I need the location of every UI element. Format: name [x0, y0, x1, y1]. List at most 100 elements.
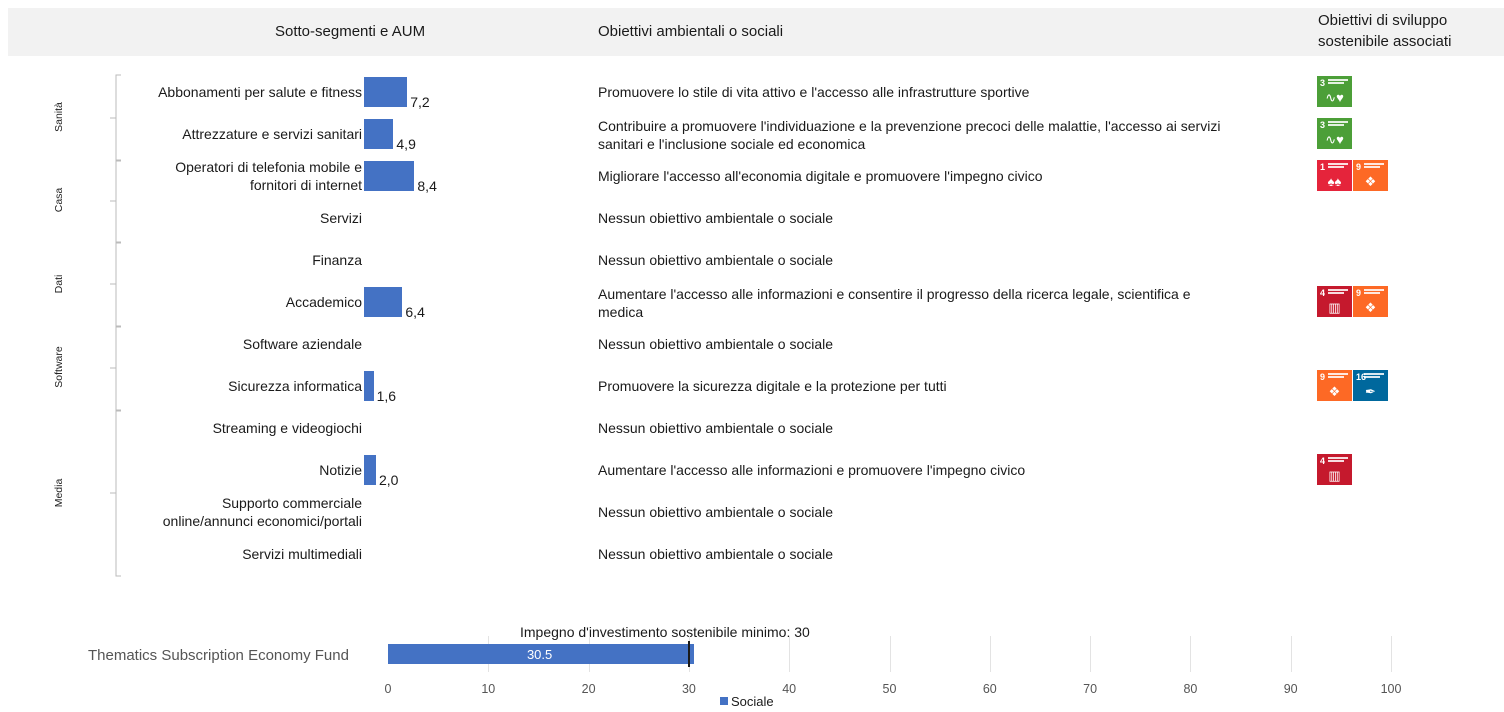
aum-value: 2,0: [379, 472, 399, 488]
segment-label-line1: Notizie: [319, 462, 362, 478]
gridline: [1190, 636, 1192, 672]
header-sdg-line1: Obiettivi di sviluppo: [1318, 12, 1448, 29]
segment-label-line1: Servizi: [319, 210, 362, 226]
threshold-line: [687, 641, 690, 667]
segment-label-line1: Supporto commerciale: [221, 495, 362, 511]
sdg-3-heartbeat-icon: 3 ∿♥: [1317, 118, 1352, 149]
sdg-icons: 4 ▥: [1317, 454, 1352, 485]
group-label-casa: Casa: [53, 187, 65, 213]
segment-label-line1: Software aziendale: [242, 336, 362, 352]
segment-label-line1: Servizi multimediali: [242, 546, 362, 562]
sdg-4-book-icon: 4 ▥: [1317, 454, 1352, 485]
dove-icon: ✒: [1365, 384, 1376, 399]
fund-name: Thematics Subscription Economy Fund: [88, 647, 349, 664]
bracket-sanita: [115, 74, 121, 161]
segment-label: Servizi: [320, 209, 362, 227]
segment-label-line1: Finanza: [312, 252, 362, 268]
segment-label: Software aziendale: [243, 335, 362, 353]
gridline: [1090, 636, 1092, 672]
segment-label: Finanza: [312, 251, 362, 269]
objective-text: Promuovere lo stile di vita attivo e l'a…: [598, 83, 1298, 101]
x-tick-label: 40: [782, 682, 797, 696]
sdg-number: 16: [1356, 372, 1367, 382]
segment-label-line1: Operatori di telefonia mobile e: [175, 159, 362, 175]
aum-value: 8,4: [417, 178, 437, 194]
objective-line1: Nessun obiettivo ambientale o sociale: [598, 504, 834, 520]
objective-text: Aumentare l'accesso alle informazioni e …: [598, 461, 1298, 479]
x-tick-label: 30: [681, 682, 696, 696]
sdg-icons: 1 ♠♠ 9 ❖: [1317, 160, 1388, 191]
x-tick-label: 50: [882, 682, 897, 696]
heartbeat-icon: ∿♥: [1325, 132, 1344, 147]
segment-label: Accademico: [286, 293, 362, 311]
sdg-4-book-icon: 4 ▥: [1317, 286, 1352, 317]
sdg-icons: 3 ∿♥: [1317, 76, 1352, 107]
group-label-sanita: Sanità: [53, 102, 65, 132]
segment-label: Streaming e videogiochi: [213, 419, 362, 437]
objective-line2: sanitari e l'inclusione sociale ed econo…: [598, 136, 866, 152]
x-tick-label: 70: [1083, 682, 1098, 696]
segment-label: Attrezzature e servizi sanitari: [182, 125, 362, 143]
aum-value: 1,6: [376, 388, 397, 404]
segment-label-line2: fornitori di internet: [249, 177, 362, 193]
book-icon: ▥: [1328, 468, 1341, 483]
sdg-number: 4: [1320, 456, 1326, 466]
header-sub-segments: Sotto-segmenti e AUM: [275, 23, 426, 40]
objective-line2: medica: [598, 304, 644, 320]
people-icon: ♠♠: [1327, 174, 1342, 189]
objective-text: Nessun obiettivo ambientale o sociale: [598, 503, 1298, 521]
aum-bar: [364, 77, 408, 107]
segment-label-line1: Sicurezza informatica: [228, 378, 362, 394]
heartbeat-icon: ∿♥: [1325, 90, 1344, 105]
gridline: [889, 636, 891, 672]
objective-line1: Promuovere lo stile di vita attivo e l'a…: [598, 84, 1030, 100]
gridline: [789, 636, 791, 672]
aum-value: 6,4: [405, 304, 425, 320]
aum-bar: [364, 455, 376, 485]
x-tick-label: 20: [581, 682, 596, 696]
sdg-number: 9: [1320, 372, 1326, 382]
objective-text: Nessun obiettivo ambientale o sociale: [598, 419, 1298, 437]
group-label-media: Media: [53, 478, 65, 508]
x-tick-label: 0: [384, 682, 392, 696]
sdg-icons: 3 ∿♥: [1317, 118, 1352, 149]
group-label-software: Software: [53, 346, 65, 388]
aum-bar: [364, 371, 374, 401]
segment-label: Servizi multimediali: [242, 545, 362, 563]
objective-line1: Nessun obiettivo ambientale o sociale: [598, 336, 834, 352]
bracket-software: [115, 326, 121, 411]
book-icon: ▥: [1328, 300, 1341, 315]
sdg-number: 9: [1356, 288, 1362, 298]
segment-label: Notizie: [319, 461, 362, 479]
objective-text: Contribuire a promuovere l'individuazion…: [598, 117, 1298, 153]
cubes-icon: ❖: [1364, 174, 1377, 189]
objective-text: Aumentare l'accesso alle informazioni e …: [598, 285, 1298, 321]
gridline: [1391, 636, 1392, 672]
objective-line1: Nessun obiettivo ambientale o sociale: [598, 546, 834, 562]
objective-line1: Nessun obiettivo ambientale o sociale: [598, 420, 834, 436]
objective-text: Promuovere la sicurezza digitale e la pr…: [598, 377, 1298, 395]
aum-value: 7,2: [410, 94, 430, 110]
objective-text: Nessun obiettivo ambientale o sociale: [598, 335, 1298, 353]
objective-text: Nessun obiettivo ambientale o sociale: [598, 545, 1298, 563]
bracket-media: [115, 410, 121, 577]
bracket-dati: [115, 242, 121, 327]
objective-text: Migliorare l'accesso all'economia digita…: [598, 167, 1298, 185]
objective-line1: Nessun obiettivo ambientale o sociale: [598, 252, 834, 268]
sdg-9-cubes-icon: 9 ❖: [1317, 370, 1352, 401]
objective-line1: Nessun obiettivo ambientale o sociale: [598, 210, 834, 226]
sdg-1-people-icon: 1 ♠♠: [1317, 160, 1352, 191]
aum-bar: [364, 161, 415, 191]
segment-label-line1: Accademico: [285, 294, 362, 310]
legend-swatch: [720, 697, 728, 705]
x-tick-label: 10: [481, 682, 496, 696]
fund-bar-value: 30.5: [526, 647, 553, 662]
aum-bar: [364, 287, 403, 317]
sdg-number: 4: [1320, 288, 1326, 298]
segment-label: Supporto commerciale online/annunci econo…: [163, 494, 362, 530]
objective-line1: Aumentare l'accesso alle informazioni e …: [598, 462, 1026, 478]
aum-bar: [364, 119, 394, 149]
x-tick-label: 80: [1183, 682, 1198, 696]
segment-label: Sicurezza informatica: [228, 377, 362, 395]
sdg-9-cubes-icon: 9 ❖: [1353, 286, 1388, 317]
